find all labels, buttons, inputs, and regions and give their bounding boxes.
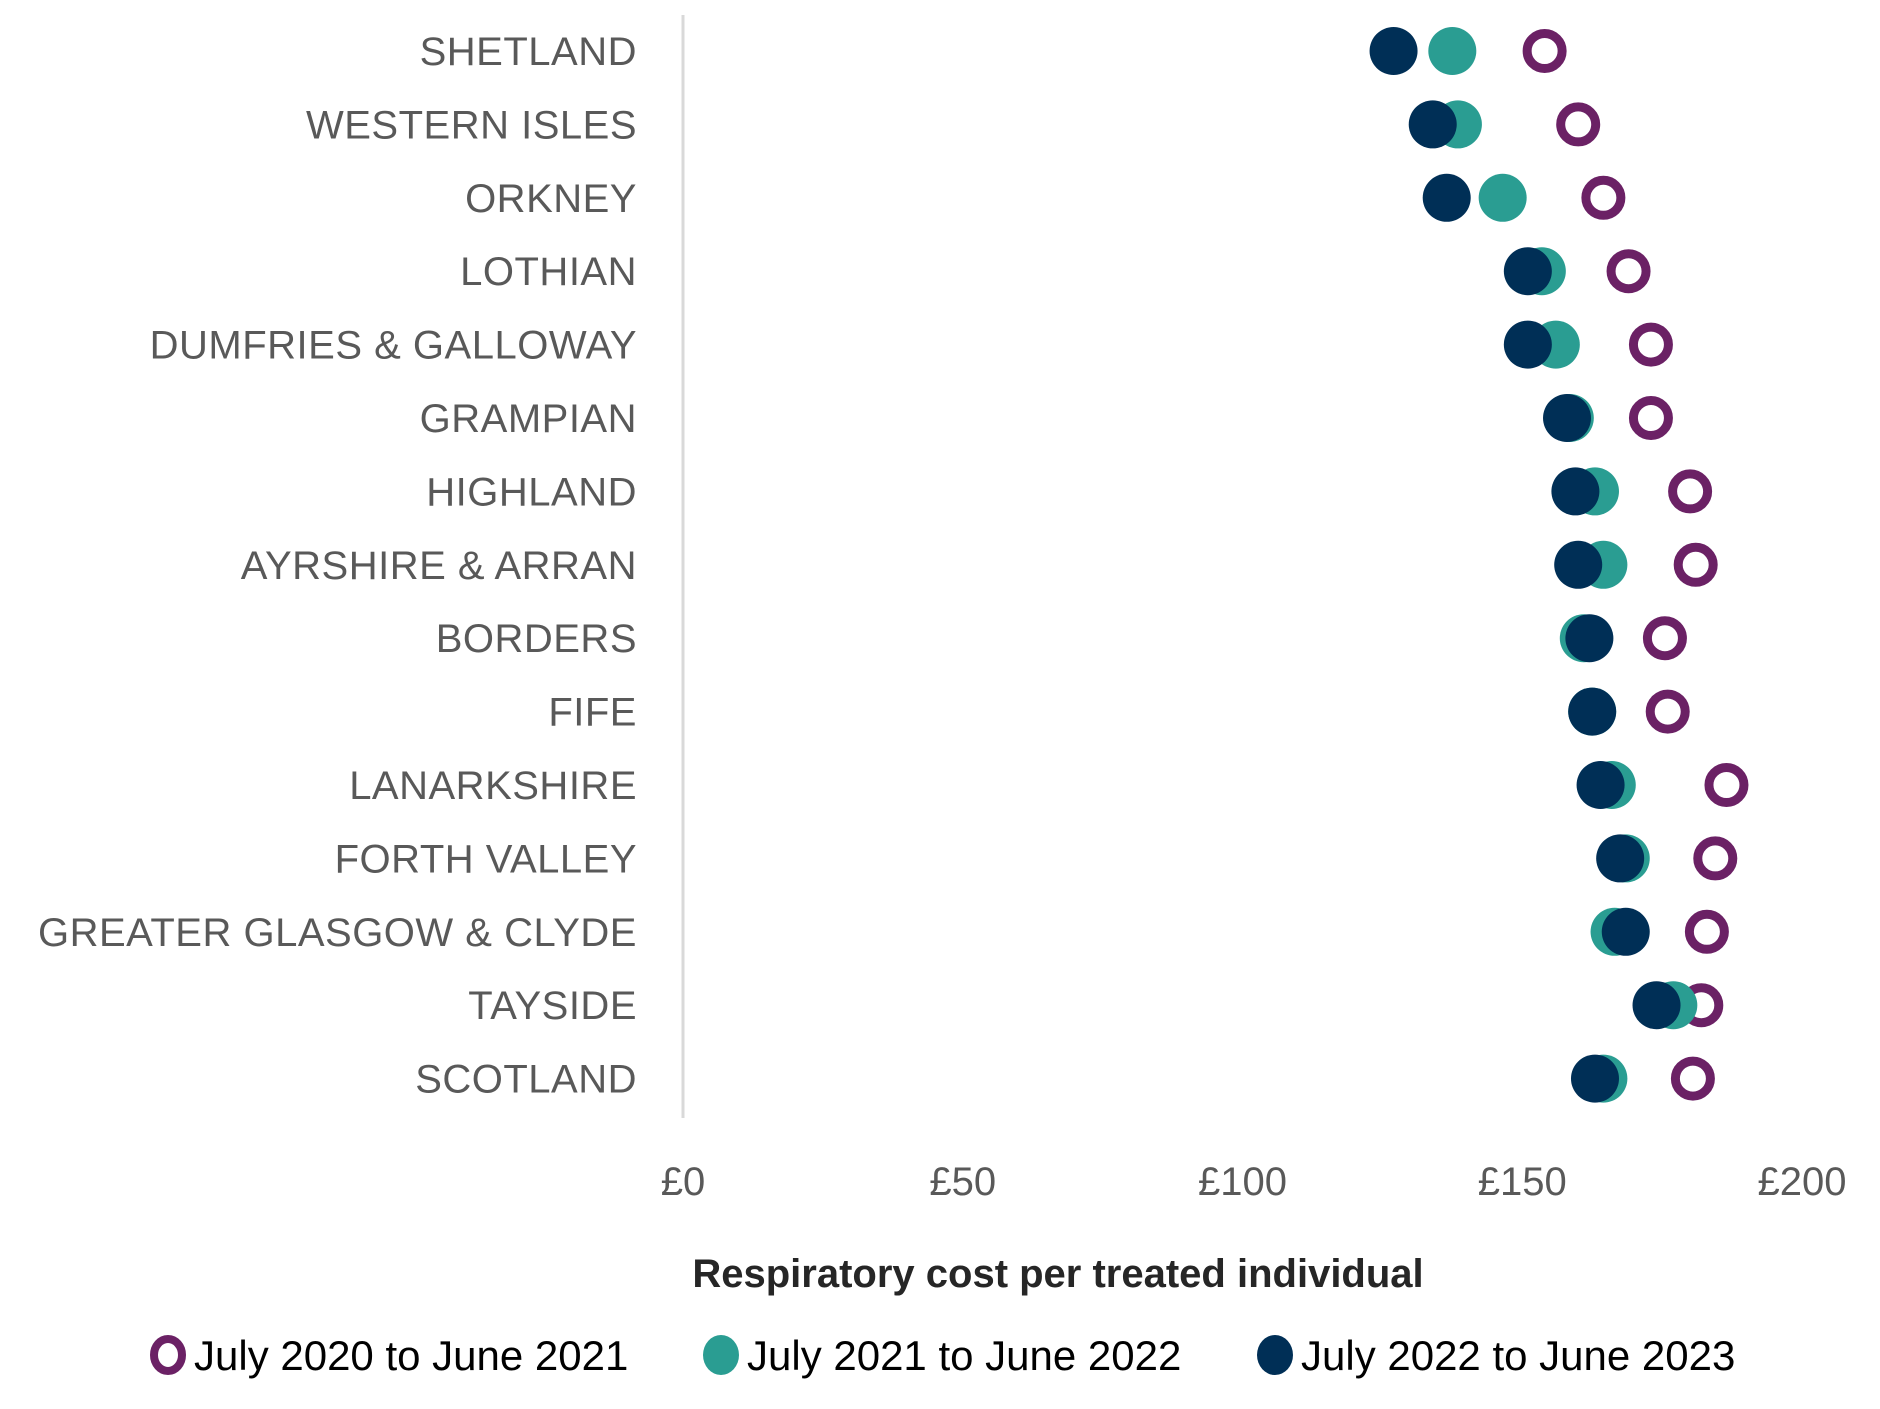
data-point-2021-22 [1478,173,1527,222]
category-label: AYRSHIRE & ARRAN [241,544,637,588]
x-tick-label: £100 [1198,1160,1287,1204]
x-tick-label: £50 [929,1160,996,1204]
category-label: SHETLAND [420,30,637,74]
legend-label: July 2021 to June 2022 [747,1332,1181,1379]
data-point-2022-23 [1408,100,1457,149]
category-label: FORTH VALLEY [335,837,637,881]
legend-label: July 2022 to June 2023 [1301,1332,1735,1379]
category-label: LOTHIAN [460,250,637,294]
category-label: FIFE [548,691,637,735]
data-point-2022-23 [1632,981,1681,1030]
data-point-2020-21 [1693,836,1738,881]
data-point-2022-23 [1554,540,1603,589]
data-point-2022-23 [1503,247,1552,296]
data-point-2020-21 [1670,1056,1715,1101]
data-point-2022-23 [1570,1054,1619,1103]
legend-marker-filled-circle-icon [703,1335,739,1375]
data-point-2020-21 [1642,616,1687,661]
data-point-2022-23 [1503,320,1552,369]
data-point-2020-21 [1628,396,1673,440]
data-point-2020-21 [1606,249,1651,294]
category-label: HIGHLAND [426,470,637,514]
category-label: WESTERN ISLES [306,103,637,147]
category-label: DUMFRIES & GALLOWAY [150,324,637,368]
data-point-2022-23 [1601,907,1650,956]
data-point-2022-23 [1543,394,1592,442]
data-point-2020-21 [1684,909,1729,954]
data-point-2020-21 [1522,29,1567,73]
legend-item: July 2021 to June 2022 [703,1332,1181,1379]
legend-item: July 2022 to June 2023 [1257,1332,1735,1379]
x-tick-label: £150 [1478,1160,1567,1204]
data-point-2020-21 [1668,469,1713,514]
x-axis-tick-labels: £0 £50 £100 £150 £200 [661,1160,1847,1204]
x-axis-title: Respiratory cost per treated individual [692,1252,1423,1296]
category-label: BORDERS [436,617,637,661]
data-point-2020-21 [1628,322,1673,367]
legend-marker-hollow-circle-icon [150,1335,186,1375]
x-tick-label: £0 [661,1160,706,1204]
legend: July 2020 to June 2021 July 2021 to June … [150,1332,1735,1379]
data-point-2022-23 [1565,614,1614,663]
x-tick-label: £200 [1758,1160,1847,1204]
data-point-2022-23 [1422,173,1471,222]
legend-label: July 2020 to June 2021 [194,1332,628,1379]
data-point-2022-23 [1551,467,1600,516]
category-labels: SHETLAND WESTERN ISLES ORKNEY LOTHIAN DUMFRI… [38,30,637,1102]
data-point-2021-22 [1428,27,1477,75]
legend-marker-filled-circle-icon [1257,1335,1293,1375]
data-point-2022-23 [1369,27,1418,75]
category-label: LANARKSHIRE [349,764,637,808]
data-point-2022-23 [1596,834,1645,883]
data-point-2020-21 [1581,175,1626,220]
category-label: SCOTLAND [415,1058,637,1102]
data-point-2022-23 [1576,761,1625,809]
category-label: ORKNEY [465,177,637,221]
data-point-2020-21 [1704,763,1749,807]
category-label: GREATER GLASGOW & CLYDE [38,911,637,955]
data-point-2020-21 [1556,102,1601,147]
data-point-2020-21 [1673,542,1718,587]
legend-item: July 2020 to June 2021 [150,1332,628,1379]
data-point-2022-23 [1568,687,1617,736]
category-label: GRAMPIAN [420,397,637,441]
data-point-2020-21 [1645,689,1690,734]
category-label: TAYSIDE [468,984,637,1028]
data-marks [1369,27,1749,1103]
